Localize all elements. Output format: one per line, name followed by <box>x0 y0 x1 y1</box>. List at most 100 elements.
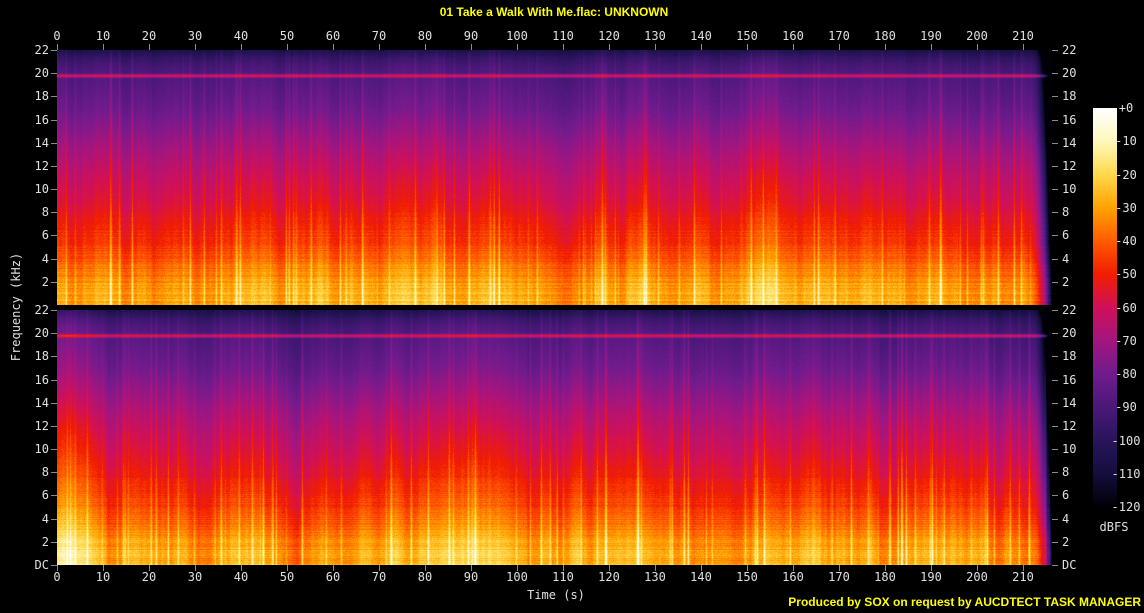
freq-tick-label: 14 <box>34 136 49 150</box>
time-tick-mark <box>287 565 288 571</box>
time-tick-mark <box>333 565 334 571</box>
freq-tick-label: 8 <box>1062 465 1070 479</box>
freq-tick-label: 6 <box>1062 228 1070 242</box>
time-tick-label: 40 <box>233 29 249 43</box>
freq-tick-mark <box>1052 212 1058 213</box>
colorbar-tick-label: -120 <box>1111 500 1141 514</box>
time-tick-label: 170 <box>828 29 850 43</box>
colorbar-tick-label: -50 <box>1115 267 1137 282</box>
time-tick-label: 70 <box>371 29 387 43</box>
time-tick-mark <box>609 565 610 571</box>
freq-tick-mark <box>51 50 57 51</box>
time-tick-label: 60 <box>325 29 341 43</box>
time-tick-label: 130 <box>644 570 666 584</box>
colorbar-tick-label: +0 <box>1118 101 1134 115</box>
colorbar-tick-label: -70 <box>1115 333 1137 348</box>
freq-tick-label: 2 <box>41 535 49 549</box>
footer-credit: Produced by SOX on request by AUCDTECT T… <box>788 595 1141 609</box>
freq-tick-label: 8 <box>41 205 49 219</box>
time-tick-label: 80 <box>417 570 433 584</box>
freq-tick-mark <box>51 212 57 213</box>
freq-tick-mark <box>1052 310 1058 311</box>
time-tick-mark <box>793 565 794 571</box>
time-tick-label: 70 <box>371 570 387 584</box>
time-tick-mark <box>149 565 150 571</box>
freq-tick-label: 10 <box>34 442 49 456</box>
time-tick-mark <box>931 44 932 50</box>
time-tick-label: 30 <box>187 29 203 43</box>
time-tick-label: 160 <box>782 29 804 43</box>
freq-tick-mark <box>51 565 57 566</box>
freq-tick-mark <box>51 143 57 144</box>
freq-tick-label: 18 <box>34 349 49 363</box>
freq-tick-label: 18 <box>34 89 49 103</box>
time-tick-label: 210 <box>1012 570 1034 584</box>
time-tick-mark <box>471 565 472 571</box>
freq-tick-label: 12 <box>34 419 49 433</box>
freq-tick-label: 20 <box>34 66 49 80</box>
freq-tick-mark <box>51 356 57 357</box>
freq-tick-mark <box>51 333 57 334</box>
freq-tick-mark <box>51 472 57 473</box>
freq-tick-label: 14 <box>1062 396 1077 410</box>
freq-tick-label: 20 <box>34 326 49 340</box>
time-tick-mark <box>195 44 196 50</box>
freq-dc-label: DC <box>34 558 49 572</box>
freq-tick-mark <box>1052 356 1058 357</box>
time-tick-mark <box>609 44 610 50</box>
time-tick-label: 180 <box>874 29 896 43</box>
freq-tick-label: 16 <box>34 113 49 127</box>
time-tick-label: 50 <box>279 29 295 43</box>
time-tick-label: 30 <box>187 570 203 584</box>
spectrogram-channel-1 <box>57 50 1052 305</box>
colorbar-tick-label: -100 <box>1111 433 1141 448</box>
time-tick-label: 120 <box>598 570 620 584</box>
freq-dc-label: DC <box>1062 558 1077 572</box>
page-title: 01 Take a Walk With Me.flac: UNKNOWN <box>439 5 669 19</box>
freq-tick-mark <box>1052 565 1058 566</box>
freq-tick-label: 12 <box>1062 419 1077 433</box>
freq-tick-mark <box>1052 403 1058 404</box>
time-tick-mark <box>103 565 104 571</box>
time-tick-mark <box>471 44 472 50</box>
time-tick-label: 90 <box>463 29 479 43</box>
time-tick-mark <box>241 44 242 50</box>
freq-tick-mark <box>51 426 57 427</box>
time-tick-mark <box>747 565 748 571</box>
colorbar-tick-label: -80 <box>1115 367 1137 381</box>
time-tick-mark <box>885 44 886 50</box>
time-tick-label: 210 <box>1012 29 1034 43</box>
freq-tick-label: 10 <box>1062 442 1077 456</box>
freq-tick-mark <box>51 166 57 167</box>
colorbar-gradient <box>1093 108 1117 507</box>
time-tick-mark <box>977 44 978 50</box>
freq-tick-label: 16 <box>34 373 49 387</box>
time-tick-mark <box>977 565 978 571</box>
colorbar-tick-label: -90 <box>1115 400 1137 415</box>
time-tick-mark <box>57 44 58 50</box>
time-tick-mark <box>149 44 150 50</box>
time-tick-mark <box>701 565 702 571</box>
time-tick-label: 130 <box>644 29 666 43</box>
time-tick-label: 10 <box>95 570 111 584</box>
freq-tick-mark <box>1052 472 1058 473</box>
time-axis-label: Time (s) <box>527 588 585 602</box>
freq-tick-mark <box>1052 73 1058 74</box>
freq-tick-label: 14 <box>34 396 49 410</box>
time-tick-mark <box>1023 565 1024 571</box>
freq-tick-label: 22 <box>1062 303 1077 317</box>
freq-tick-label: 4 <box>1062 512 1070 526</box>
freq-tick-label: 4 <box>41 512 49 526</box>
colorbar-tick-label: -30 <box>1115 200 1137 215</box>
freq-tick-label: 16 <box>1062 373 1077 387</box>
freq-tick-mark <box>1052 333 1058 334</box>
freq-tick-label: 12 <box>34 159 49 173</box>
freq-tick-label: 20 <box>1062 66 1077 80</box>
freq-tick-mark <box>51 542 57 543</box>
time-tick-label: 150 <box>736 29 758 43</box>
spectrogram-channel-2 <box>57 310 1052 565</box>
freq-tick-mark <box>51 189 57 190</box>
time-tick-mark <box>57 565 58 571</box>
time-tick-label: 20 <box>141 570 157 584</box>
